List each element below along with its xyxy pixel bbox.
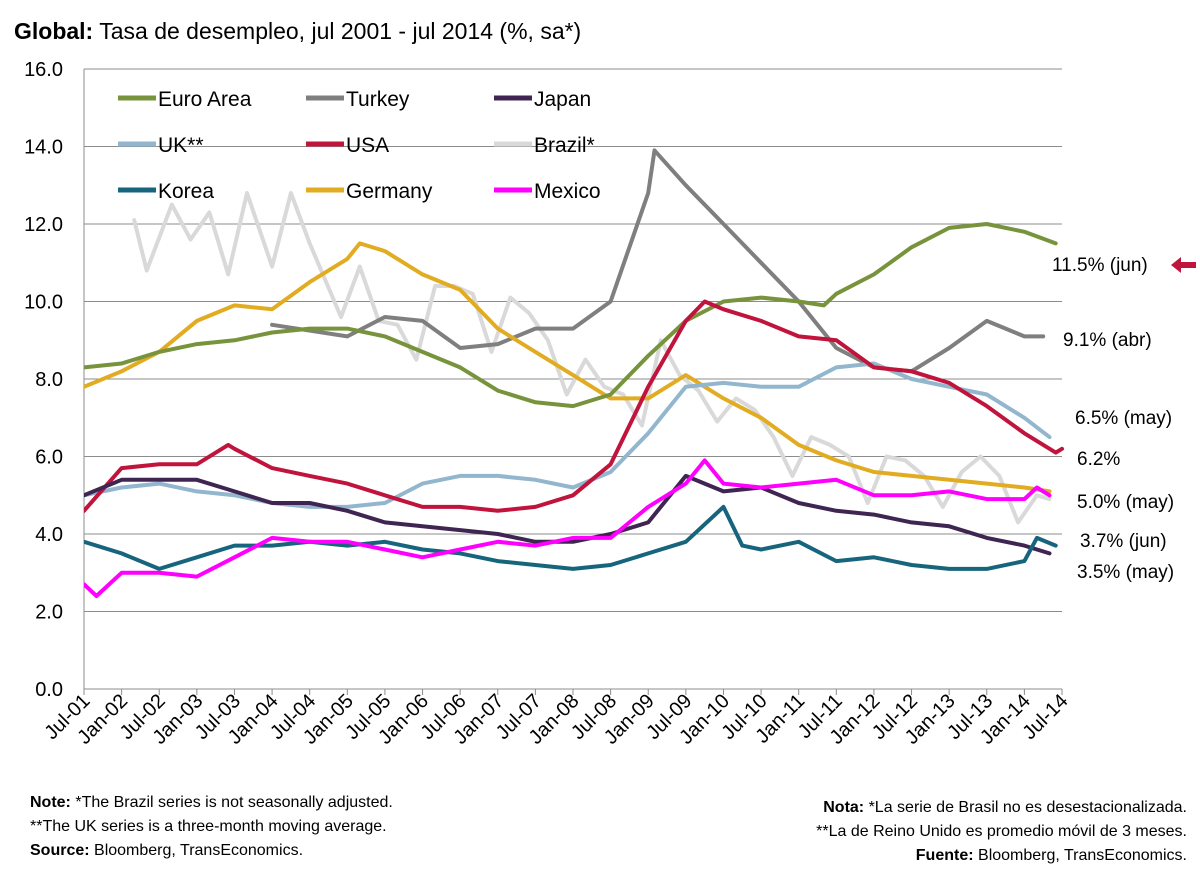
y-tick-label: 10.0 — [24, 292, 63, 314]
legend-label: Korea — [158, 180, 214, 203]
end-value-label: 6.5% (may) — [1075, 408, 1172, 429]
y-tick-label: 8.0 — [35, 369, 63, 391]
end-value-label: 5.0% (may) — [1077, 492, 1174, 513]
note-line-2: **The UK series is a three-month moving … — [30, 818, 387, 835]
fuente-line: Fuente: Bloomberg, TransEconomics. — [816, 844, 1187, 868]
series-line-turkey — [270, 148, 1046, 374]
y-tick-label: 4.0 — [35, 524, 63, 546]
source-label: Source: — [30, 842, 90, 859]
series-line-brazil — [132, 191, 1052, 525]
notes-spanish: Nota: *La serie de Brasil no es desestac… — [816, 796, 1187, 868]
pointer-arrow-icon — [1171, 257, 1196, 273]
notes-english: Note: *The Brazil series is not seasonal… — [30, 791, 393, 863]
y-tick-label: 12.0 — [24, 214, 63, 236]
y-tick-label: 2.0 — [35, 602, 63, 624]
end-value-label: 3.7% (jun) — [1080, 531, 1167, 552]
note-label: Note: — [30, 794, 71, 811]
fuente-label: Fuente: — [915, 847, 974, 864]
legend-label: Turkey — [346, 88, 410, 111]
legend-label: Japan — [534, 88, 591, 111]
end-value-label: 11.5% (jun) — [1052, 255, 1148, 276]
nota-label: Nota: — [823, 799, 865, 816]
source-line: Source: Bloomberg, TransEconomics. — [30, 839, 393, 863]
note-line-1: Note: *The Brazil series is not seasonal… — [30, 791, 393, 815]
legend-label: USA — [346, 134, 389, 157]
y-tick-label: 6.0 — [35, 447, 63, 469]
series-line-germany — [84, 241, 1052, 494]
nota-line-1: Nota: *La serie de Brasil no es desestac… — [816, 796, 1187, 820]
series-line-uk — [84, 361, 1052, 509]
end-value-label: 6.2% — [1077, 449, 1120, 470]
series-line-mexico — [84, 458, 1052, 598]
end-value-label: 3.5% (may) — [1077, 562, 1174, 583]
legend-label: Mexico — [534, 180, 601, 203]
y-tick-label: 16.0 — [24, 59, 63, 81]
chart-title-bold: Global: — [14, 18, 94, 44]
series-line-euro-area — [84, 222, 1058, 409]
series-line-japan — [84, 473, 1052, 556]
chart-title-text: Tasa de desempleo, jul 2001 - jul 2014 (… — [99, 18, 582, 44]
series-line-usa — [84, 299, 1064, 513]
chart-title: Global: Tasa de desempleo, jul 2001 - ju… — [14, 18, 581, 45]
end-value-label: 9.1% (abr) — [1063, 330, 1152, 351]
legend-label: Brazil* — [534, 134, 595, 157]
nota-line-2: **La de Reino Unido es promedio móvil de… — [816, 823, 1187, 840]
y-tick-label: 14.0 — [24, 137, 63, 159]
source-text: Bloomberg, TransEconomics. — [94, 842, 304, 859]
y-tick-label: 0.0 — [35, 679, 63, 701]
nota-text: *La serie de Brasil no es desestacionali… — [868, 799, 1187, 816]
legend-label: Germany — [346, 180, 433, 203]
legend-label: UK** — [158, 134, 204, 157]
note-text: *The Brazil series is not seasonally adj… — [75, 794, 393, 811]
legend-label: Euro Area — [158, 88, 252, 111]
fuente-text: Bloomberg, TransEconomics. — [978, 847, 1187, 864]
